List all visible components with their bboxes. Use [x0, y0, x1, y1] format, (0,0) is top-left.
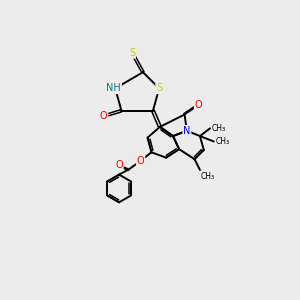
Text: NH: NH	[106, 83, 121, 93]
Text: S: S	[129, 48, 135, 58]
Text: CH₃: CH₃	[212, 124, 226, 133]
Text: S: S	[156, 83, 162, 93]
Text: O: O	[137, 156, 145, 166]
Text: O: O	[100, 111, 107, 121]
Text: N: N	[183, 126, 190, 136]
Text: CH₃: CH₃	[201, 172, 215, 181]
Text: O: O	[115, 160, 123, 170]
Text: CH₃: CH₃	[215, 137, 230, 146]
Text: O: O	[195, 100, 202, 110]
